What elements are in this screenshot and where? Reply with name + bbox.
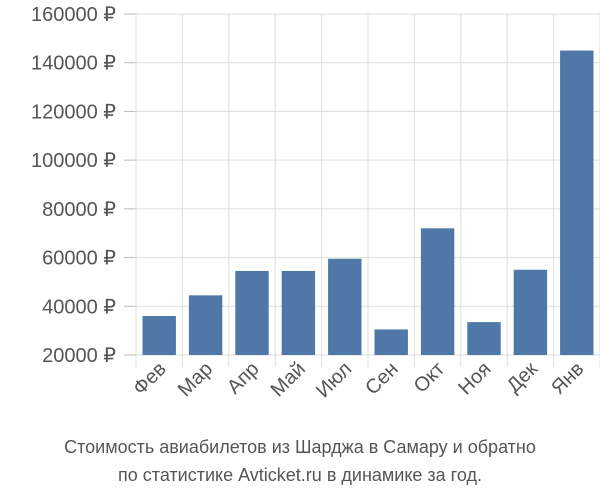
bar-5 bbox=[328, 258, 362, 355]
bar-4 bbox=[281, 270, 316, 355]
bar-3 bbox=[235, 270, 269, 355]
x-tick-label: Фев bbox=[129, 358, 171, 400]
x-tick-label: Май bbox=[267, 358, 310, 401]
y-axis-ticks: 20000 ₽ 40000 ₽ 60000 ₽ 80000 ₽ 100000 ₽ 1200… bbox=[31, 4, 116, 367]
y-tick-label: 40000 ₽ bbox=[42, 296, 116, 318]
bar-6 bbox=[374, 329, 408, 355]
bars bbox=[142, 50, 594, 356]
x-tick-label: Июл bbox=[312, 358, 356, 402]
grid-lines bbox=[124, 13, 600, 367]
bar-10 bbox=[560, 50, 594, 356]
y-tick-label: 60000 ₽ bbox=[42, 248, 116, 270]
x-tick-label: Сен bbox=[361, 358, 402, 399]
chart-subtitle: по статистике Avticket.ru в динамике за … bbox=[118, 465, 482, 485]
y-tick-label: 100000 ₽ bbox=[31, 150, 116, 172]
x-axis-ticks: Фев Мар Апр Май Июл Сен Окт Ноя Дек Янв bbox=[129, 358, 588, 402]
y-tick-label: 120000 ₽ bbox=[31, 101, 116, 123]
bar-8 bbox=[467, 322, 501, 355]
bar-9 bbox=[513, 269, 548, 355]
y-tick-label: 160000 ₽ bbox=[31, 4, 116, 26]
chart-title: Стоимость авиабилетов из Шарджа в Самару… bbox=[64, 437, 536, 457]
y-tick-label: 140000 ₽ bbox=[31, 53, 116, 75]
bar-1 bbox=[142, 316, 176, 355]
y-tick-label: 80000 ₽ bbox=[42, 199, 116, 221]
x-tick-label: Окт bbox=[410, 358, 449, 397]
y-tick-label: 20000 ₽ bbox=[42, 345, 116, 367]
x-tick-label: Мар bbox=[174, 358, 217, 401]
bar-2 bbox=[188, 295, 223, 355]
bar-7 bbox=[420, 228, 455, 355]
x-tick-label: Дек bbox=[503, 358, 542, 397]
